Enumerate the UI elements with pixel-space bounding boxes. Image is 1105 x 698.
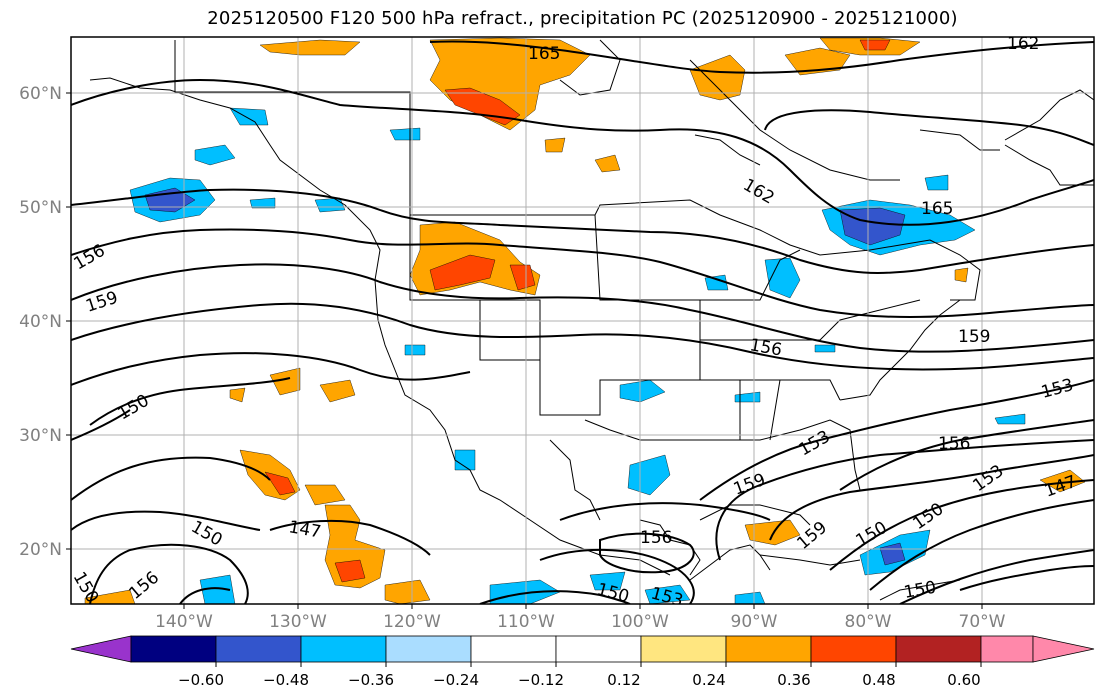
lon-label-120w: 120°W (383, 612, 441, 632)
colorbar-segment (980, 635, 1034, 663)
lat-label-60n: 60°N (19, 84, 62, 104)
colorbar-segment (725, 635, 812, 663)
lon-label-90w: 90°W (731, 612, 778, 632)
colorbar-segment (810, 635, 897, 663)
colorbar-label: −0.24 (433, 671, 479, 689)
contour-label: 156 (938, 434, 970, 454)
lat-label-50n: 50°N (19, 198, 62, 218)
colorbar-segment (385, 635, 472, 663)
colorbar-segment (640, 635, 727, 663)
colorbar-segment (895, 635, 982, 663)
colorbar-label: −0.48 (263, 671, 309, 689)
contour-label: 156 (640, 528, 672, 548)
lon-label-80w: 80°W (845, 612, 892, 632)
colorbar-label: 0.36 (777, 671, 810, 689)
lat-label-20n: 20°N (19, 540, 62, 560)
precipitation-shading (84, 37, 1086, 604)
contour-label: 162 (1007, 34, 1039, 54)
colorbar-segment (555, 635, 642, 663)
colorbar-ticks (215, 662, 982, 667)
colorbar-label: 0.48 (862, 671, 895, 689)
colorbar-segment (470, 635, 557, 663)
lon-label-140w: 140°W (155, 612, 213, 632)
contour-label: 165 (528, 44, 560, 64)
lat-label-40n: 40°N (19, 312, 62, 332)
map-title: 2025120500 F120 500 hPa refract., precip… (207, 8, 958, 29)
colorbar-segment (215, 635, 302, 663)
lon-label-70w: 70°W (959, 612, 1006, 632)
lon-label-130w: 130°W (269, 612, 327, 632)
refractivity-contours (71, 40, 1094, 604)
contour-label: 165 (921, 199, 953, 219)
lon-label-100w: 100°W (611, 612, 669, 632)
colorbar-extend-high (1032, 635, 1095, 663)
contour-label: 153 (649, 584, 686, 612)
colorbar-label: −0.60 (178, 671, 224, 689)
colorbar-label: 0.24 (692, 671, 725, 689)
colorbar-label: −0.36 (348, 671, 394, 689)
contour-label: 159 (958, 327, 990, 347)
axis-ticks (66, 92, 983, 609)
lon-label-110w: 110°W (497, 612, 555, 632)
colorbar-segment (300, 635, 387, 663)
colorbar-label: 0.60 (947, 671, 980, 689)
colorbar-segment (130, 635, 217, 663)
colorbar-extend-low (70, 635, 132, 663)
lat-label-30n: 30°N (19, 426, 62, 446)
colorbar-label: 0.12 (607, 671, 640, 689)
colorbar-label: −0.12 (518, 671, 564, 689)
colorbar (70, 635, 1095, 663)
